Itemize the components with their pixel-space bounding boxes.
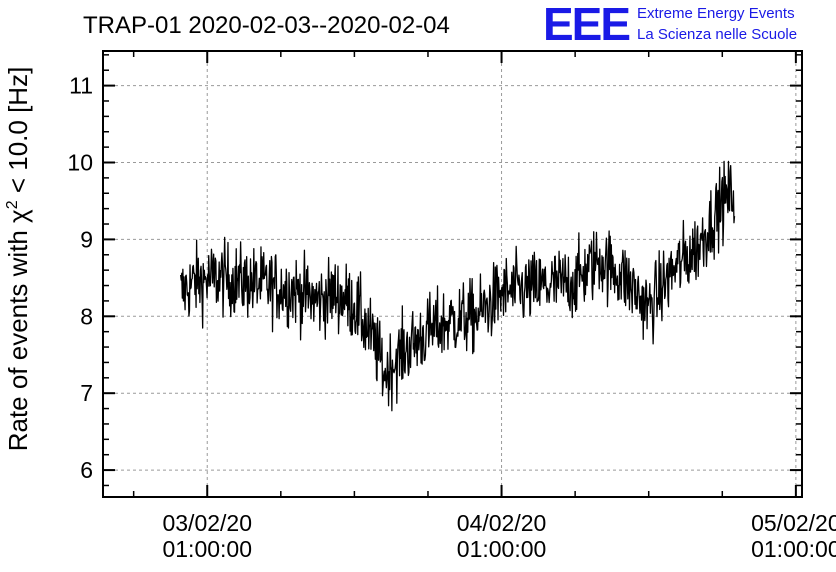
y-tick-label: 7 (80, 380, 93, 406)
x-tick-time: 01:00:00 (457, 536, 547, 562)
brand-line-1: Extreme Energy Events (637, 5, 795, 22)
grid (103, 51, 802, 497)
x-tick-time: 01:00:00 (162, 536, 252, 562)
eee-logo: EEE (543, 0, 629, 50)
chart-title: TRAP-01 2020-02-03--2020-02-04 (83, 12, 450, 39)
axis-ticks (103, 51, 802, 497)
plot-frame (102, 50, 803, 498)
y-tick-labels: 6 7 8 9 10 11 (67, 73, 93, 483)
y-tick-label: 8 (80, 303, 93, 329)
y-tick-label: 11 (69, 73, 93, 99)
series-line (180, 160, 736, 412)
y-tick-label: 6 (80, 457, 93, 483)
eee-brand: EEE Extreme Energy Events La Scienza nel… (543, 0, 797, 50)
x-tick-date: 03/02/20 (162, 510, 252, 536)
series-rate (180, 160, 736, 412)
x-tick-date: 04/02/20 (457, 510, 547, 536)
brand-line-2: La Scienza nelle Scuole (637, 26, 797, 43)
y-axis-label: Rate of events with χ2 < 10.0 [Hz] (3, 67, 33, 452)
y-tick-label: 10 (67, 150, 93, 176)
x-tick-date: 05/02/20 (751, 510, 836, 536)
x-tick-time: 01:00:00 (751, 536, 836, 562)
y-tick-label: 9 (80, 226, 93, 252)
x-tick-labels: 03/02/2001:00:0004/02/2001:00:0005/02/20… (162, 510, 836, 562)
